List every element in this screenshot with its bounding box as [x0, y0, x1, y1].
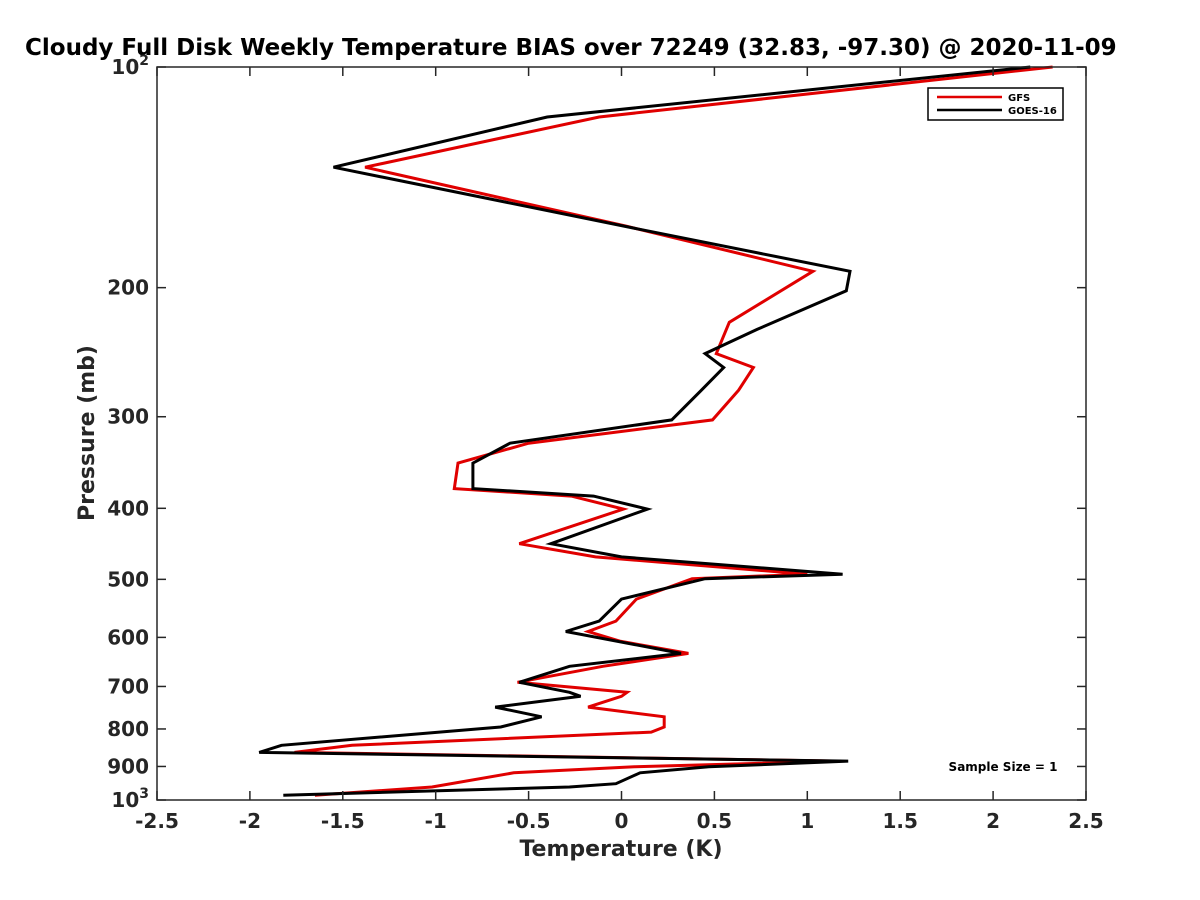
y-tick-label: 700 — [107, 674, 149, 698]
x-tick-label: 0.5 — [697, 809, 732, 833]
y-axis-label: Pressure (mb) — [75, 345, 100, 521]
y-axis: 102 200 300 400 500 600 700 800 900 103 — [107, 53, 1086, 812]
x-tick-label: -2.5 — [135, 809, 179, 833]
y-tick-label: 800 — [107, 717, 149, 741]
y-tick-label: 900 — [107, 754, 149, 778]
x-tick-label: 0 — [615, 809, 629, 833]
x-axis-label: Temperature (K) — [519, 837, 722, 862]
legend-label-goes-16: GOES-16 — [1008, 106, 1057, 117]
x-tick-label: 1 — [800, 809, 814, 833]
x-axis: -2.5 -2 -1.5 -1 -0.5 0 0.5 1 1.5 2 2.5 — [135, 67, 1104, 833]
chart-title: Cloudy Full Disk Weekly Temperature BIAS… — [25, 35, 1117, 61]
axes-frame — [156, 66, 1087, 801]
y-tick-label: 200 — [107, 276, 149, 300]
y-tick-label: 500 — [107, 567, 149, 591]
y-tick-label: 400 — [107, 496, 149, 520]
x-tick-label: -0.5 — [507, 809, 551, 833]
sample-size-annotation: Sample Size = 1 — [949, 760, 1058, 774]
y-tick-label: 300 — [107, 405, 149, 429]
series-line-goes-16 — [258, 65, 1031, 797]
legend-box — [927, 87, 1064, 121]
y-tick-label: 600 — [107, 625, 149, 649]
y-tick-label: 103 — [111, 786, 149, 812]
x-tick-label: 2 — [986, 809, 1000, 833]
series-layer — [258, 65, 1053, 797]
legend: GFS GOES-16 — [927, 87, 1064, 121]
y-tick-label: 102 — [111, 53, 149, 79]
x-tick-label: -1.5 — [321, 809, 365, 833]
x-tick-label: -1 — [425, 809, 447, 833]
x-tick-label: 1.5 — [882, 809, 917, 833]
series-line-gfs — [294, 65, 1053, 797]
x-tick-label: -2 — [239, 809, 261, 833]
x-tick-label: 2.5 — [1068, 809, 1103, 833]
legend-label-gfs: GFS — [1008, 93, 1030, 104]
